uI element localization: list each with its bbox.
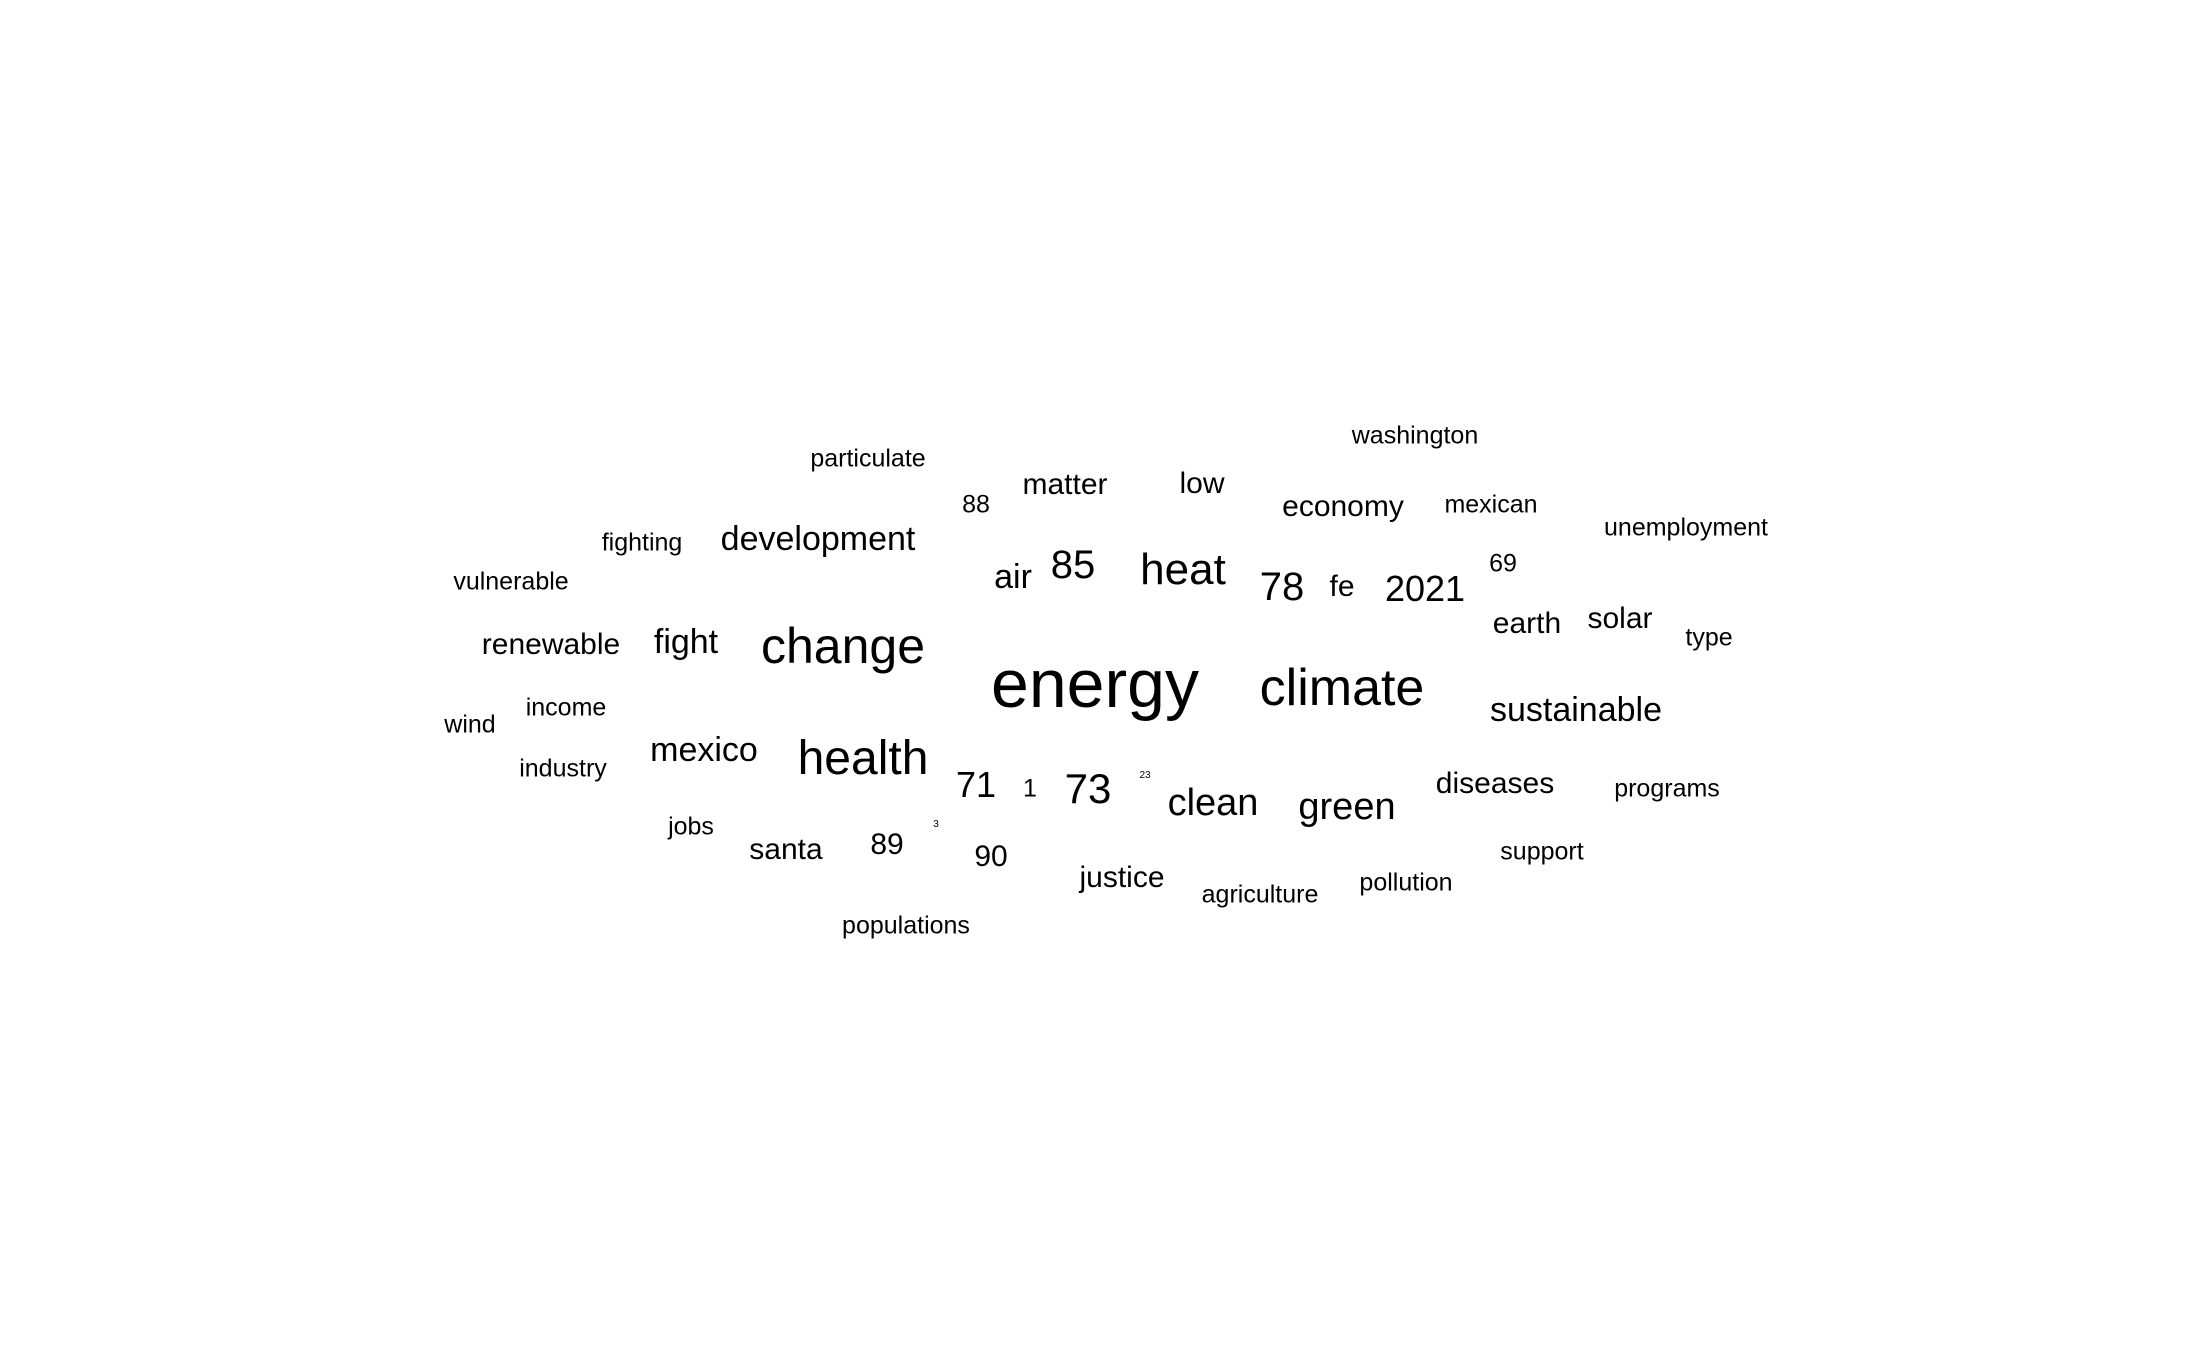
word-89: 89 [870, 828, 904, 861]
word-type: type [1685, 623, 1733, 652]
word-78: 78 [1259, 565, 1305, 609]
word-sustainable: sustainable [1489, 691, 1663, 729]
word-clean: clean [1167, 782, 1259, 824]
word-income: income [525, 693, 607, 722]
word-3: 3 [933, 819, 939, 830]
word-air: air [994, 558, 1032, 596]
word-88: 88 [962, 490, 990, 519]
word-jobs: jobs [668, 812, 714, 841]
word-fe: fe [1329, 570, 1355, 603]
word-vulnerable: vulnerable [453, 567, 569, 596]
word-pollution: pollution [1359, 868, 1453, 897]
word-santa: santa [749, 833, 823, 866]
word-fight: fight [653, 623, 719, 661]
word-particulate: particulate [810, 444, 926, 473]
word-mexico: mexico [650, 731, 758, 769]
word-health: health [797, 732, 929, 785]
word-1: 1 [1023, 774, 1037, 803]
word-23: 23 [1139, 770, 1151, 781]
word-support: support [1500, 837, 1584, 866]
word-85: 85 [1050, 543, 1096, 587]
word-energy: energy [991, 646, 1199, 722]
word-earth: earth [1492, 607, 1562, 640]
word-justice: justice [1079, 861, 1165, 894]
word-diseases: diseases [1435, 767, 1555, 800]
word-low: low [1179, 467, 1225, 500]
word-economy: economy [1282, 490, 1404, 523]
word-mexican: mexican [1444, 490, 1538, 519]
word-agriculture: agriculture [1201, 880, 1319, 909]
word-renewable: renewable [481, 628, 621, 661]
word-climate: climate [1259, 659, 1425, 717]
word-wind: wind [444, 710, 496, 739]
word-69: 69 [1489, 549, 1517, 578]
word-industry: industry [519, 754, 607, 783]
word-fighting: fighting [601, 528, 683, 557]
word-green: green [1298, 786, 1396, 828]
word-2021: 2021 [1384, 568, 1466, 609]
word-71: 71 [955, 764, 997, 805]
word-matter: matter [1022, 468, 1108, 501]
word-solar: solar [1587, 602, 1653, 635]
word-90: 90 [974, 840, 1008, 873]
word-73: 73 [1064, 765, 1112, 812]
word-unemployment: unemployment [1604, 513, 1768, 542]
word-washington: washington [1351, 421, 1479, 450]
word-programs: programs [1614, 774, 1720, 803]
word-populations: populations [842, 911, 970, 940]
word-development: development [720, 520, 916, 558]
word-heat: heat [1140, 545, 1226, 594]
word-change: change [760, 618, 926, 674]
